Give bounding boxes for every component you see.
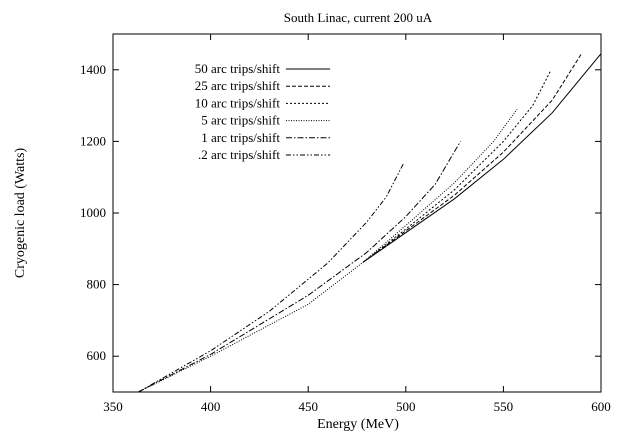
plot-frame: [112, 33, 602, 393]
legend-label: 25 arc trips/shift: [195, 78, 281, 93]
series-line-3: [362, 71, 551, 263]
x-tick-label: 550: [494, 399, 514, 414]
legend: 50 arc trips/shift 25 arc trips/shift 10 a…: [195, 61, 330, 162]
legend-label: 1 arc trips/shift: [201, 130, 280, 145]
series-line-6: [138, 162, 405, 393]
series-line-5: [138, 141, 461, 393]
series-lines: [138, 53, 602, 393]
series-line-1: [362, 53, 602, 263]
legend-label: 5 arc trips/shift: [201, 113, 280, 128]
x-tick-label: 450: [298, 399, 318, 414]
axis-ticks: 350 400 450 500 550 600 600 800 1000 1200 1400: [80, 34, 611, 414]
y-tick-label: 1000: [80, 205, 106, 220]
series-line-2: [362, 53, 582, 263]
legend-label: 10 arc trips/shift: [195, 95, 281, 110]
y-tick-label: 1200: [80, 133, 106, 148]
chart-title: South Linac, current 200 uA: [284, 10, 433, 25]
x-tick-label: 500: [396, 399, 416, 414]
legend-label: 50 arc trips/shift: [195, 61, 281, 76]
x-axis-label: Energy (MeV): [317, 417, 399, 432]
y-axis-label: Cryogenic load (Watts): [13, 148, 28, 279]
y-tick-label: 800: [87, 277, 107, 292]
y-tick-label: 600: [87, 348, 107, 363]
y-tick-label: 1400: [80, 62, 106, 77]
x-tick-label: 600: [591, 399, 611, 414]
series-line-4: [138, 108, 518, 393]
x-tick-label: 400: [201, 399, 221, 414]
legend-label: .2 arc trips/shift: [198, 147, 280, 162]
x-tick-label: 350: [103, 399, 123, 414]
